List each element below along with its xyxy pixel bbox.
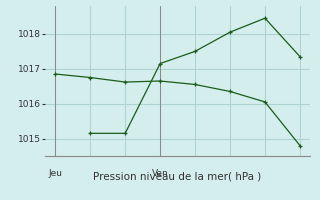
Text: Jeu: Jeu	[48, 169, 62, 178]
X-axis label: Pression niveau de la mer( hPa ): Pression niveau de la mer( hPa )	[93, 172, 262, 182]
Text: Ven: Ven	[152, 169, 169, 178]
